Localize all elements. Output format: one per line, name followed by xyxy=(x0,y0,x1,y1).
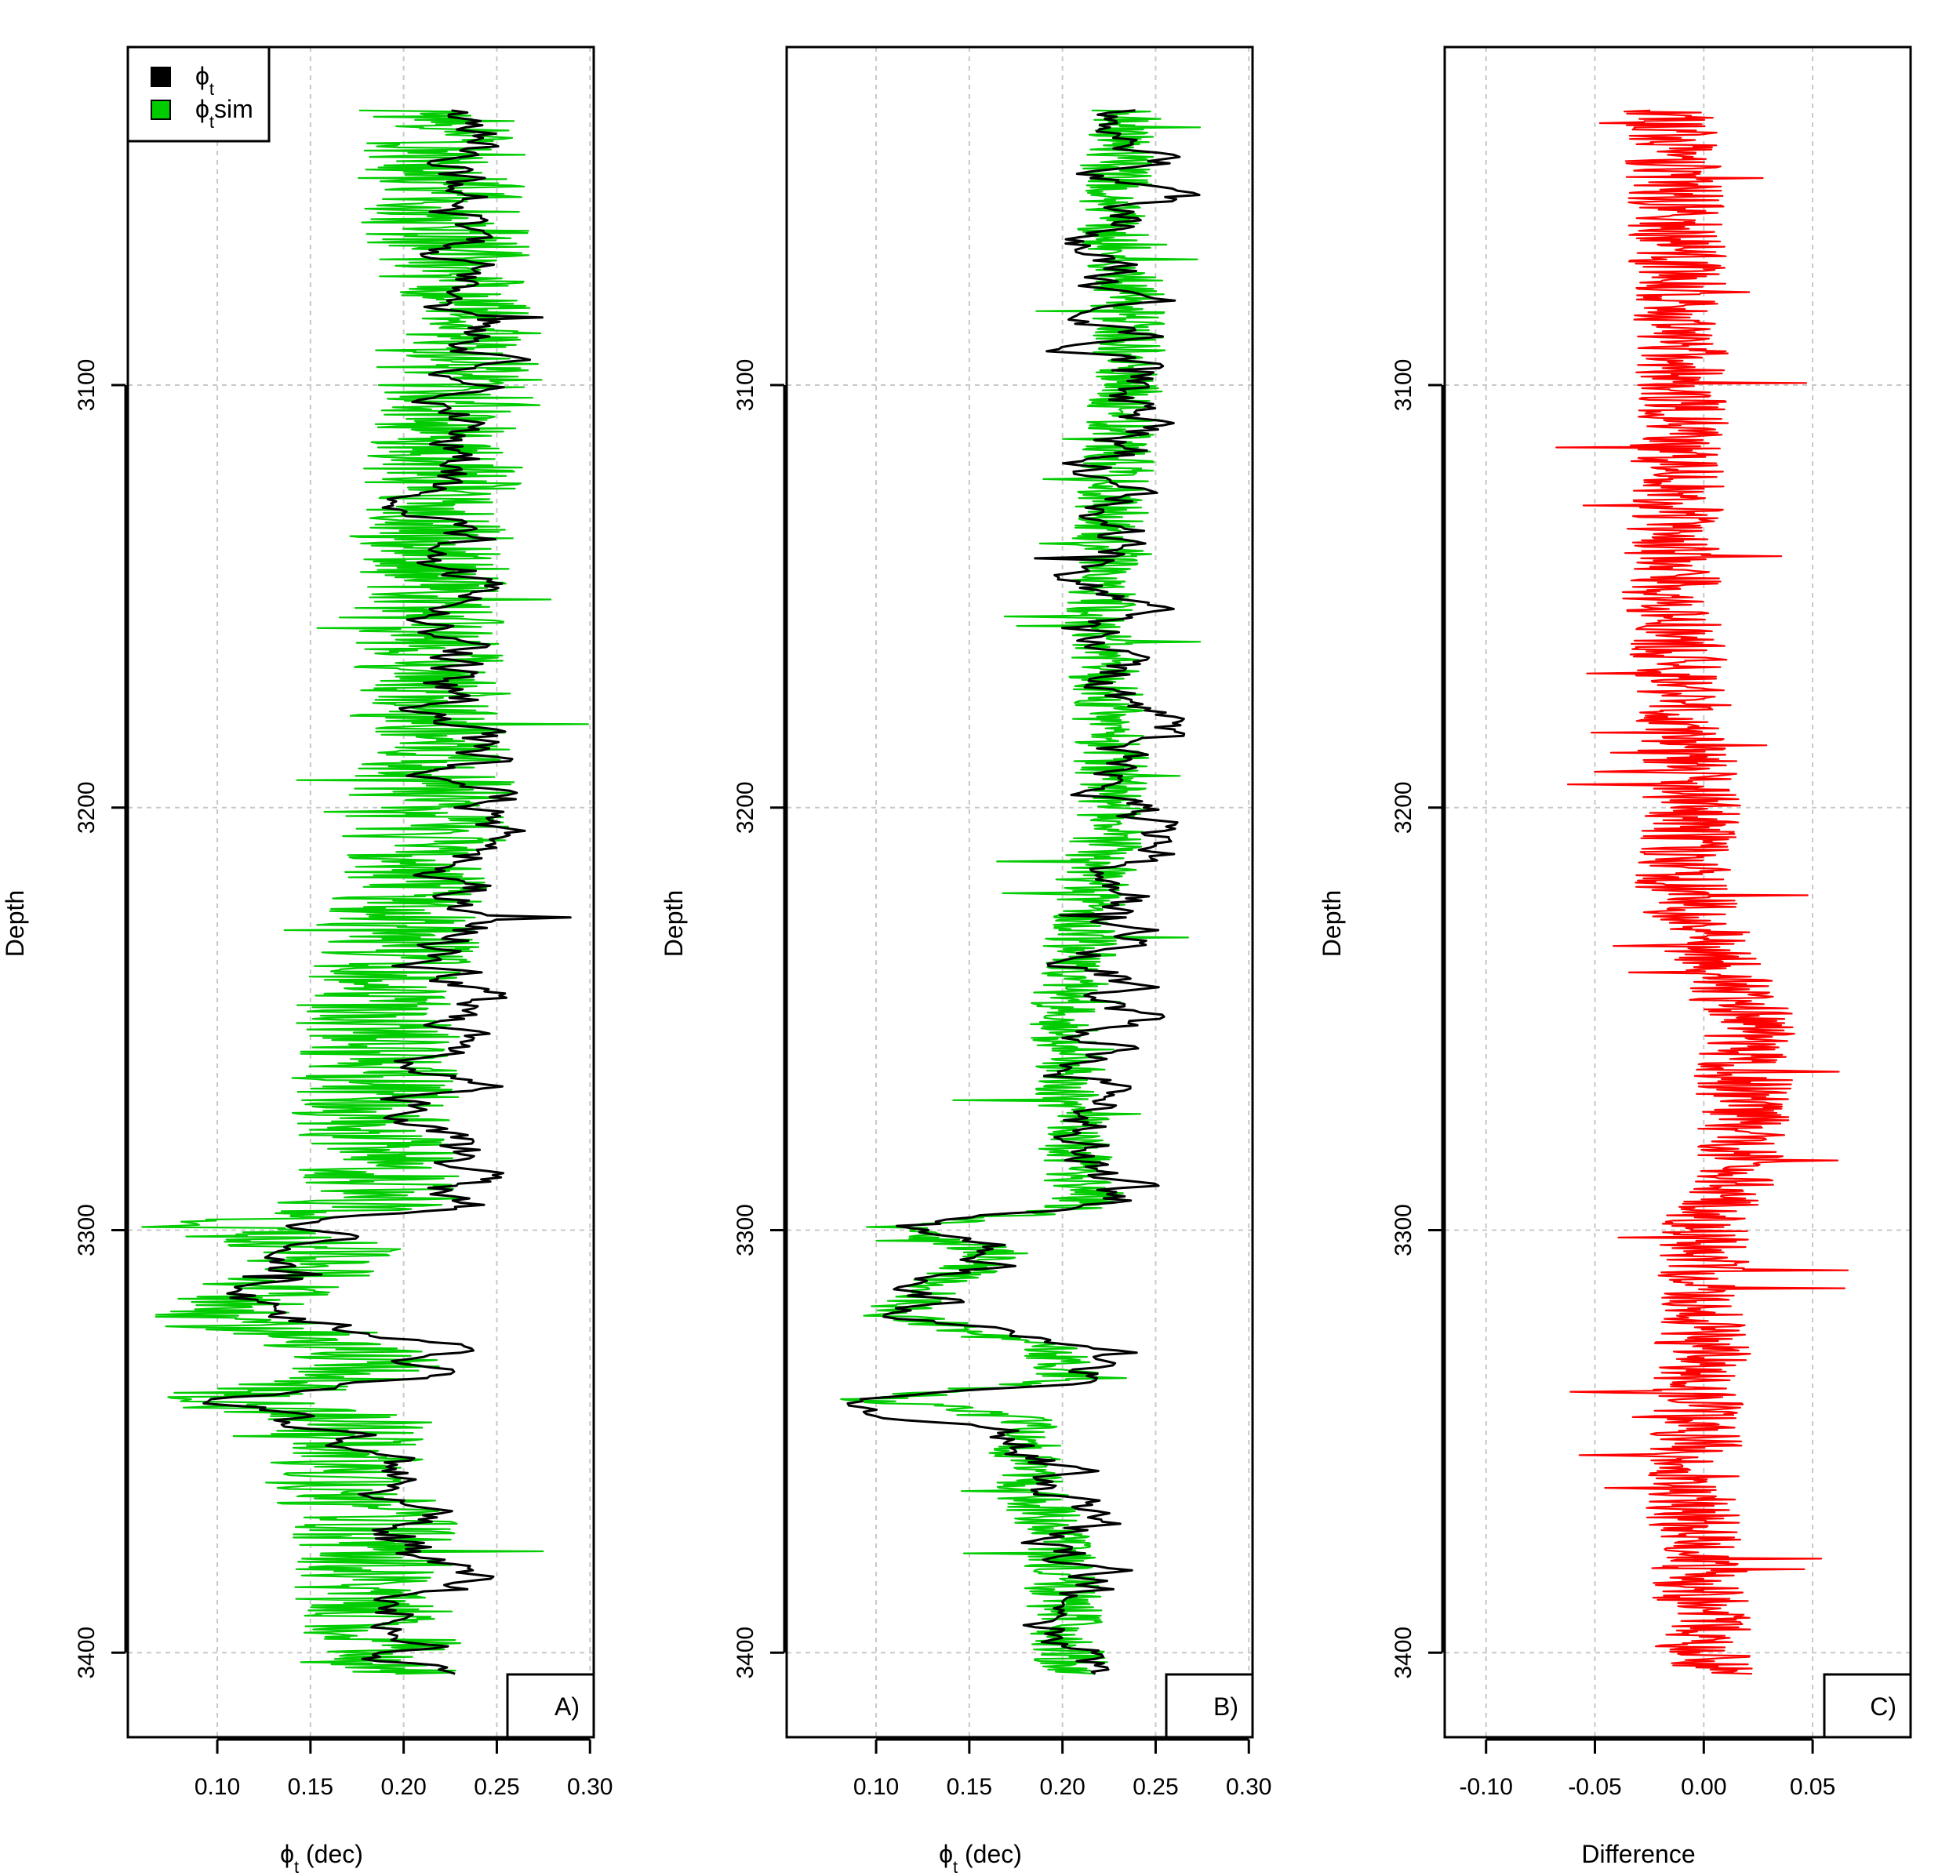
panel-b-xlabel-subscript: t xyxy=(953,1857,958,1876)
panel-c-grid xyxy=(1445,47,1911,1737)
panel-b-grid xyxy=(787,47,1253,1737)
panel-b-y-tick-label-3: 3400 xyxy=(733,1627,758,1679)
panel-c-label: C) xyxy=(1870,1692,1896,1721)
panel-c-frame xyxy=(1443,45,1912,1739)
legend-swatch-0 xyxy=(151,67,171,87)
panel-a-frame xyxy=(126,45,595,1739)
panel-a-label: A) xyxy=(555,1692,580,1721)
panel-a-series-phit-line xyxy=(202,109,572,1675)
panel-a-y-tick-label-3: 3400 xyxy=(74,1627,100,1679)
panel-a-y-axis: 3100 3200 3300 3400 xyxy=(74,359,127,1679)
panel-c-x-tick-label-0: -0.10 xyxy=(1460,1774,1513,1800)
panel-c-x-tick-label-3: 0.05 xyxy=(1790,1774,1835,1800)
panel-a-series-phit-sim-line xyxy=(141,109,590,1675)
panel-b-series-phit-sim-line xyxy=(840,109,1202,1675)
panel-b-y-tick-label-0: 3100 xyxy=(733,359,758,412)
panel-a-xlabel: ϕt (dec) xyxy=(280,1840,363,1876)
panel-c-label-box: C) xyxy=(1823,1673,1912,1739)
panel-c-y-axis: 3100 3200 3300 3400 xyxy=(1391,359,1444,1679)
legend-swatch-1 xyxy=(151,100,171,120)
panel-a-x-axis: 0.10 0.15 0.20 0.25 0.30 xyxy=(195,1738,613,1800)
panel-b-y-tick-label-1: 3200 xyxy=(733,781,758,834)
panel-b-y-axis: 3100 3200 3300 3400 xyxy=(733,359,786,1679)
panel-b-x-tick-label-4: 0.30 xyxy=(1226,1774,1271,1800)
legend-entry-1-subscript: t xyxy=(209,112,214,132)
panel-b-x-tick-label-3: 0.25 xyxy=(1133,1774,1178,1800)
panel-a-x-tick-label-2: 0.20 xyxy=(380,1774,426,1800)
panel-b: 0.10 0.15 0.20 0.25 0.30 3100 3200 3300 3400 ϕt… xyxy=(660,45,1271,1876)
panel-a-xlabel-unit: (dec) xyxy=(299,1840,363,1868)
panel-b-x-tick-label-0: 0.10 xyxy=(853,1774,899,1800)
panel-b-xlabel-unit: (dec) xyxy=(958,1840,1022,1868)
panel-b-x-tick-label-1: 0.15 xyxy=(947,1774,992,1800)
panel-a-ylabel: Depth xyxy=(1,890,29,957)
panel-b-x-axis: 0.10 0.15 0.20 0.25 0.30 xyxy=(853,1738,1271,1800)
panel-a-x-tick-label-3: 0.25 xyxy=(474,1774,519,1800)
panel-a-label-frame xyxy=(506,1673,595,1739)
panel-c-x-axis: -0.10 -0.05 0.00 0.05 xyxy=(1460,1738,1835,1800)
panel-a-xlabel-symbol: ϕ xyxy=(280,1840,294,1868)
panel-c-xlabel: Difference xyxy=(1581,1840,1695,1868)
panel-a-grid xyxy=(128,47,594,1737)
panel-a-y-tick-label-2: 3300 xyxy=(74,1204,100,1256)
panel-b-y-tick-label-2: 3300 xyxy=(733,1204,758,1256)
panel-a-y-tick-label-0: 3100 xyxy=(74,359,100,412)
panel-b-series-phit-line xyxy=(846,109,1201,1675)
panel-a-y-tick-label-1: 3200 xyxy=(74,781,100,834)
panel-c-label-frame xyxy=(1823,1673,1912,1739)
legend-entry-0-symbol: ϕ xyxy=(195,62,209,90)
legend-entry-0: ϕt xyxy=(195,62,214,99)
panel-b-series xyxy=(840,109,1202,1675)
panel-b-x-tick-label-2: 0.20 xyxy=(1039,1774,1085,1800)
panel-b-xlabel: ϕt (dec) xyxy=(939,1840,1022,1876)
panel-c-series-difference-line xyxy=(1555,109,1849,1675)
panel-b-label: B) xyxy=(1213,1692,1238,1721)
legend-frame xyxy=(126,45,271,143)
legend-entry-1-symbol: ϕ xyxy=(195,95,209,123)
panel-c-series xyxy=(1555,109,1849,1675)
panel-b-label-frame xyxy=(1165,1673,1254,1739)
panel-a-series xyxy=(141,109,590,1675)
panel-b-xlabel-symbol: ϕ xyxy=(939,1840,953,1868)
legend-entry-1: ϕtsim xyxy=(195,95,253,132)
panel-c-y-tick-label-2: 3300 xyxy=(1391,1204,1416,1256)
panel-c-y-tick-label-3: 3400 xyxy=(1391,1627,1416,1679)
panel-b-label-box: B) xyxy=(1165,1673,1254,1739)
panel-c-x-tick-label-2: 0.00 xyxy=(1681,1774,1726,1800)
panel-c: -0.10 -0.05 0.00 0.05 3100 3200 3300 3400 Diff… xyxy=(1318,45,1912,1868)
panel-a-xlabel-subscript: t xyxy=(294,1857,299,1876)
panel-c-y-tick-label-1: 3200 xyxy=(1391,781,1416,834)
legend-entry-0-subscript: t xyxy=(209,79,214,99)
panel-a-x-tick-label-1: 0.15 xyxy=(288,1774,333,1800)
panel-c-y-tick-label-0: 3100 xyxy=(1391,359,1416,412)
panel-a-x-tick-label-4: 0.30 xyxy=(567,1774,613,1800)
panel-a-label-box: A) xyxy=(506,1673,595,1739)
panel-c-ylabel: Depth xyxy=(1318,890,1346,957)
panel-c-x-tick-label-1: -0.05 xyxy=(1568,1774,1621,1800)
panel-a-x-tick-label-0: 0.10 xyxy=(195,1774,240,1800)
panel-b-ylabel: Depth xyxy=(660,890,688,957)
legend-entry-1-suffix: sim xyxy=(214,95,253,123)
panel-b-frame xyxy=(785,45,1254,1739)
